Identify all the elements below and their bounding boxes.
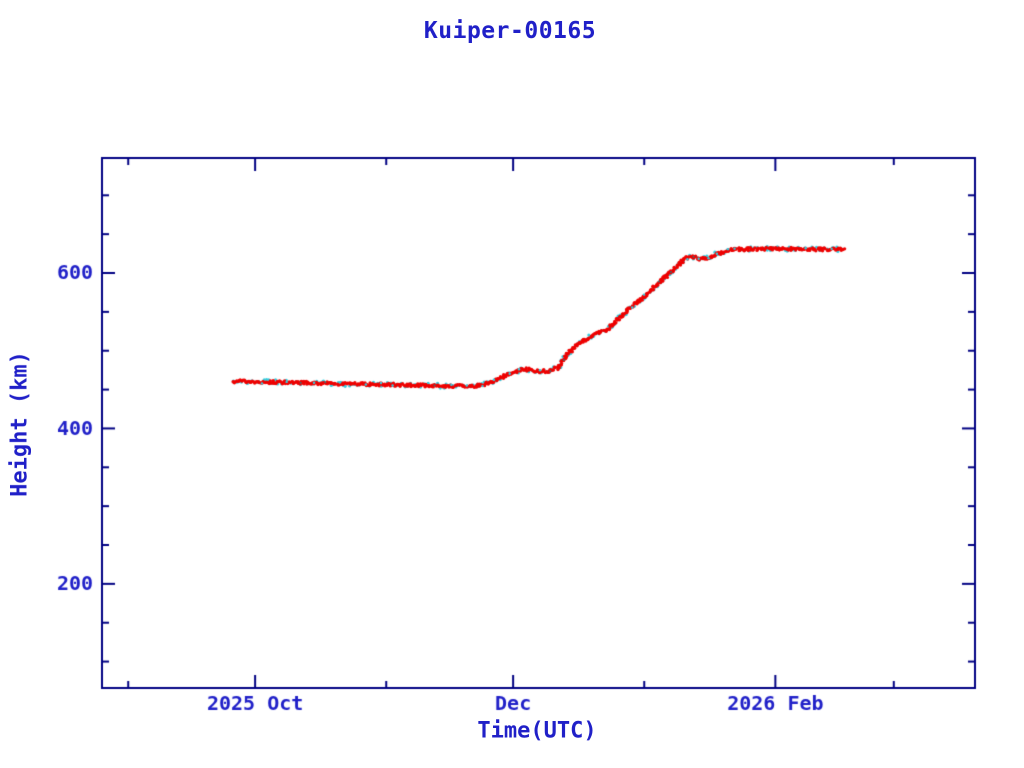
x-axis-label: Time(UTC) bbox=[477, 718, 597, 744]
chart-title: Kuiper-00165 bbox=[423, 18, 597, 44]
y-axis-label: Height (km) bbox=[7, 351, 33, 497]
